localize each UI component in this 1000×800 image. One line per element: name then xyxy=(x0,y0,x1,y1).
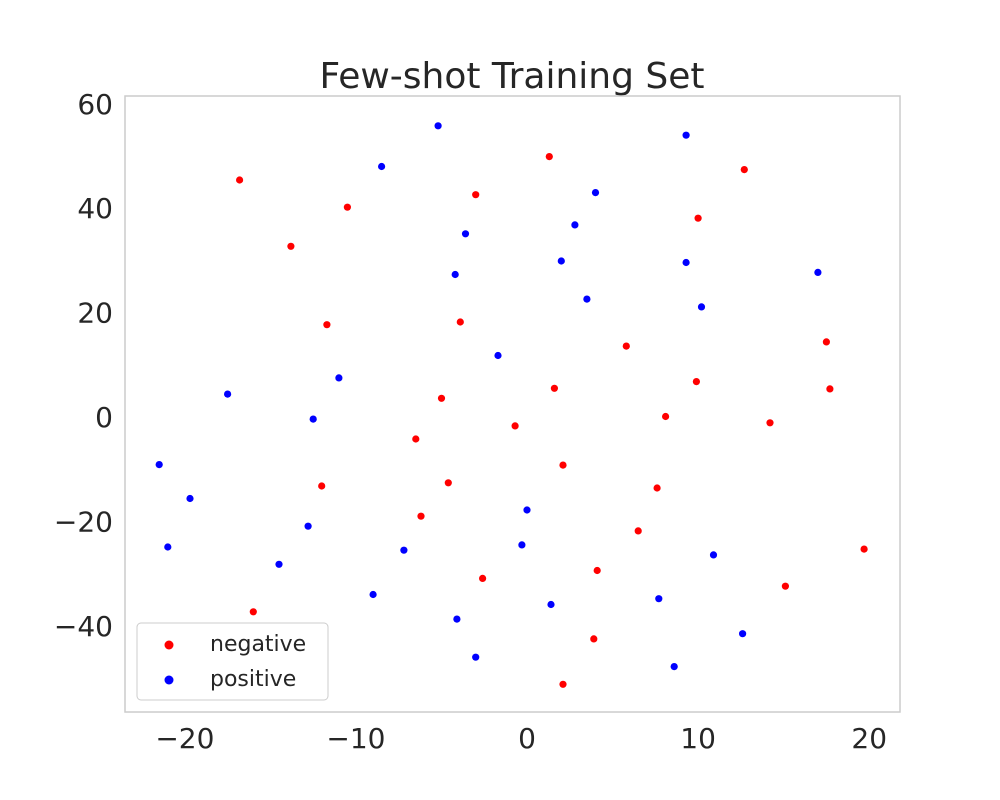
data-point-positive xyxy=(275,560,283,568)
data-point-positive xyxy=(709,551,718,559)
data-point-positive xyxy=(369,590,377,599)
data-point-negative xyxy=(634,527,642,535)
data-point-negative xyxy=(456,318,464,326)
y-tick-label: 0 xyxy=(95,401,113,434)
data-point-positive xyxy=(472,653,480,661)
data-point-negative xyxy=(662,412,670,421)
data-point-negative xyxy=(822,338,831,346)
data-point-negative xyxy=(593,566,601,575)
data-point-negative xyxy=(318,482,326,490)
data-point-negative xyxy=(511,422,519,430)
data-point-positive xyxy=(304,522,312,530)
y-tick-label: 20 xyxy=(77,297,113,330)
data-point-negative xyxy=(249,608,257,616)
data-point-negative xyxy=(479,574,487,583)
data-point-positive xyxy=(518,541,526,549)
data-point-positive xyxy=(814,268,822,276)
data-point-negative xyxy=(559,680,567,688)
legend: negative positive xyxy=(136,622,329,701)
data-point-negative xyxy=(740,166,748,174)
data-point-negative xyxy=(559,461,567,469)
y-tick-label: 60 xyxy=(77,88,113,121)
legend-marker-positive xyxy=(164,675,174,685)
data-point-positive xyxy=(583,295,591,303)
data-point-positive xyxy=(682,258,690,267)
data-point-negative xyxy=(860,545,868,553)
data-point-positive xyxy=(557,257,565,265)
data-point-negative xyxy=(694,214,702,222)
data-point-positive xyxy=(224,390,232,398)
chart-title: Few-shot Training Set xyxy=(319,56,704,97)
data-point-positive xyxy=(400,546,408,554)
data-point-positive xyxy=(186,494,194,503)
x-tick-label: −10 xyxy=(326,722,385,755)
data-points xyxy=(155,122,868,688)
data-point-negative xyxy=(417,512,425,520)
data-point-positive xyxy=(378,162,386,171)
x-tick-label: −20 xyxy=(155,722,214,755)
data-point-negative xyxy=(472,191,480,199)
data-point-positive xyxy=(670,663,678,671)
plot-area-frame xyxy=(124,95,901,713)
data-point-positive xyxy=(571,221,579,229)
y-tick-label: 40 xyxy=(77,192,113,225)
data-point-negative xyxy=(653,484,661,492)
legend-marker-negative xyxy=(164,640,174,650)
x-tick-label: 0 xyxy=(518,722,536,755)
y-tick-label: −40 xyxy=(54,610,113,643)
data-point-positive xyxy=(697,303,706,311)
data-point-positive xyxy=(739,630,747,638)
data-point-positive xyxy=(682,131,690,139)
data-point-negative xyxy=(323,321,331,329)
data-point-negative xyxy=(287,242,295,250)
data-point-positive xyxy=(155,461,163,469)
data-point-positive xyxy=(494,351,502,360)
data-point-positive xyxy=(453,615,461,623)
data-point-positive xyxy=(451,270,459,279)
data-point-positive xyxy=(335,374,343,382)
data-point-negative xyxy=(236,176,244,184)
data-point-negative xyxy=(444,479,452,487)
data-point-positive xyxy=(591,189,600,197)
data-point-positive xyxy=(523,506,531,514)
data-point-negative xyxy=(781,582,790,590)
data-point-negative xyxy=(692,378,701,386)
data-point-negative xyxy=(766,419,774,427)
legend-label-positive: positive xyxy=(210,667,296,692)
y-tick-label: −20 xyxy=(54,505,113,538)
x-tick-label: 20 xyxy=(851,722,887,755)
data-point-negative xyxy=(590,635,598,643)
data-point-negative xyxy=(826,385,834,393)
data-point-negative xyxy=(412,435,420,443)
data-point-positive xyxy=(164,543,172,551)
data-point-negative xyxy=(550,384,559,392)
data-point-negative xyxy=(437,394,446,402)
x-tick-label: 10 xyxy=(680,722,716,755)
y-axis-ticks: 60 40 20 0 −20 −40 xyxy=(54,88,113,643)
data-point-positive xyxy=(547,600,555,609)
data-point-positive xyxy=(309,415,317,423)
data-point-negative xyxy=(622,342,630,350)
x-axis-ticks: −20 −10 0 10 20 xyxy=(155,722,887,755)
data-point-positive xyxy=(655,595,663,603)
legend-box xyxy=(136,622,329,701)
data-point-positive xyxy=(461,230,470,238)
data-point-negative xyxy=(545,153,553,161)
legend-label-negative: negative xyxy=(210,632,306,657)
data-point-negative xyxy=(343,203,351,211)
data-point-positive xyxy=(434,122,442,130)
